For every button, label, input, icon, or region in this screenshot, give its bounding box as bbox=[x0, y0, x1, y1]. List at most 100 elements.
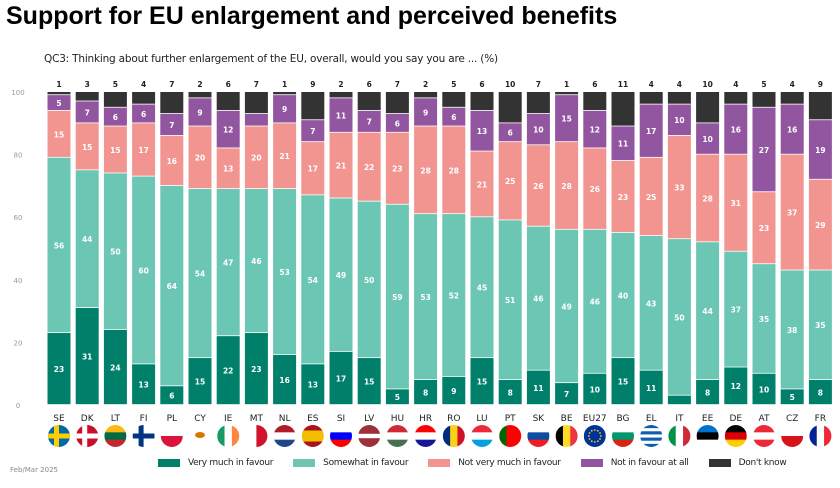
flag-stripe bbox=[753, 439, 775, 447]
bar-segment bbox=[301, 120, 325, 142]
bar-segment bbox=[526, 113, 550, 145]
data-label: 38 bbox=[787, 326, 797, 335]
bar-de: 12 37 31 16 4 bbox=[724, 80, 748, 405]
bar-dk: 31 44 15 7 3 bbox=[75, 80, 99, 405]
flag-el-icon bbox=[640, 425, 663, 447]
data-label: 8 bbox=[705, 388, 710, 397]
bar-segment bbox=[808, 92, 832, 120]
bar-segment bbox=[667, 239, 691, 395]
flag-stripe bbox=[104, 425, 127, 433]
legend-label: Don't know bbox=[738, 458, 787, 468]
bar-segment bbox=[47, 333, 71, 405]
bar-cz: 5 38 37 16 4 bbox=[780, 80, 804, 405]
bar-fi: 13 60 17 6 4 bbox=[132, 80, 156, 405]
data-label: 13 bbox=[138, 381, 148, 390]
data-label: 6 bbox=[113, 113, 118, 122]
bar-segment bbox=[132, 92, 156, 104]
flag-star bbox=[590, 429, 593, 432]
flag-cy-icon bbox=[189, 425, 211, 447]
flag-at-icon bbox=[753, 425, 775, 447]
x-tick-label: IE bbox=[224, 414, 233, 424]
dont-know-label: 2 bbox=[197, 80, 202, 89]
legend-item: Don't know bbox=[708, 458, 787, 468]
y-tick-label: 100 bbox=[11, 89, 24, 97]
data-label: 15 bbox=[195, 378, 205, 387]
dont-know-label: 2 bbox=[423, 80, 428, 89]
page-title: Support for EU enlargement and perceived… bbox=[6, 2, 618, 30]
flag-stripe bbox=[358, 438, 381, 444]
bar-segment bbox=[780, 104, 804, 154]
bar-si: 17 49 21 11 2 bbox=[329, 80, 353, 405]
data-label: 12 bbox=[590, 126, 600, 135]
x-tick-label: CZ bbox=[786, 414, 798, 424]
data-label: 12 bbox=[223, 126, 233, 135]
legend-label: Not in favour at all bbox=[610, 458, 689, 468]
bar-segment bbox=[555, 92, 579, 95]
flag-stripe bbox=[513, 425, 522, 447]
bar-segment bbox=[47, 92, 71, 95]
bar-segment bbox=[470, 358, 494, 405]
data-label: 11 bbox=[336, 111, 346, 120]
legend-label: Very much in favour bbox=[188, 458, 274, 468]
bar-segment bbox=[47, 95, 71, 110]
data-label: 28 bbox=[449, 166, 459, 175]
bar-segment bbox=[442, 376, 466, 405]
bar-segment bbox=[667, 104, 691, 136]
bar-segment bbox=[385, 389, 409, 405]
bar-segment bbox=[724, 367, 748, 405]
x-tick-label: EE bbox=[702, 414, 714, 424]
legend-swatch bbox=[580, 459, 603, 467]
flag-stripe bbox=[570, 425, 578, 447]
flag-star bbox=[599, 435, 602, 437]
data-label: 5 bbox=[790, 393, 795, 402]
flag-stripe bbox=[224, 425, 233, 447]
flag-stripe bbox=[640, 443, 663, 447]
data-label: 21 bbox=[279, 152, 289, 161]
bar-segment bbox=[188, 98, 212, 126]
bar-segment bbox=[696, 154, 720, 242]
bar-ie: 22 47 13 12 6 bbox=[216, 80, 240, 405]
data-label: 15 bbox=[618, 378, 628, 387]
bar-segment bbox=[808, 270, 832, 380]
flag-stripe bbox=[358, 442, 381, 447]
data-label: 13 bbox=[223, 165, 233, 174]
flag-stripe bbox=[442, 425, 451, 447]
data-label: 37 bbox=[787, 209, 797, 218]
x-tick-label: FI bbox=[140, 414, 148, 424]
x-tick-label: HU bbox=[391, 414, 404, 424]
y-tick-label: 0 bbox=[16, 402, 20, 410]
x-tick-label: BG bbox=[617, 414, 630, 424]
bar-segment bbox=[301, 364, 325, 405]
flag-cross bbox=[138, 425, 144, 447]
flag-stripe bbox=[301, 441, 324, 447]
data-label: 54 bbox=[308, 276, 318, 285]
bar-segment bbox=[583, 148, 607, 229]
legend-label: Somewhat in favour bbox=[323, 458, 409, 468]
data-label: 6 bbox=[169, 392, 174, 401]
flag-stripe bbox=[330, 425, 352, 433]
bar-segment bbox=[611, 92, 635, 126]
data-label: 10 bbox=[533, 126, 543, 135]
bar-segment bbox=[329, 132, 353, 198]
bar-bg: 15 40 23 11 11 bbox=[611, 80, 635, 405]
data-label: 44 bbox=[82, 235, 92, 244]
x-tick-label: HR bbox=[419, 414, 432, 424]
data-label: 22 bbox=[364, 163, 374, 172]
x-tick-label: DK bbox=[81, 414, 95, 424]
bar-segment bbox=[103, 329, 127, 405]
x-tick-label: ES bbox=[307, 414, 319, 424]
flag-stripe bbox=[696, 432, 719, 441]
flag-nl-icon bbox=[273, 425, 296, 447]
flag-fr-icon bbox=[809, 425, 832, 447]
x-tick-label: BE bbox=[561, 414, 573, 424]
bar-segment bbox=[75, 92, 99, 101]
bar-lt: 24 50 15 6 5 bbox=[103, 80, 127, 405]
bar-segment bbox=[329, 351, 353, 405]
flag-stripe bbox=[781, 436, 804, 447]
flag-stripe bbox=[640, 437, 663, 442]
legend-item: Not in favour at all bbox=[580, 458, 689, 468]
data-label: 46 bbox=[590, 298, 600, 307]
data-label: 50 bbox=[364, 276, 374, 285]
data-label: 5 bbox=[56, 99, 61, 108]
